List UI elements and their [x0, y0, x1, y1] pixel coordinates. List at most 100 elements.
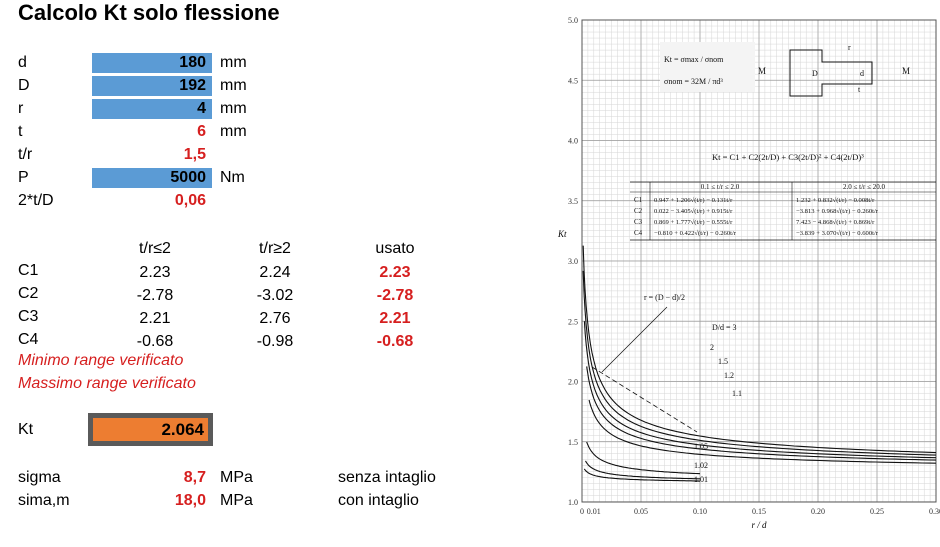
- sigma-note: senza intaglio: [338, 469, 436, 486]
- y-tick-label: 2.5: [568, 317, 578, 326]
- y-tick-label: 1.5: [568, 438, 578, 447]
- input-value: 6: [197, 123, 206, 140]
- moment-left-label: M: [758, 66, 766, 76]
- coef-used: 2.21: [379, 310, 411, 327]
- coef-low: -0.68: [136, 333, 174, 350]
- kt-chart-svg: 1.0 1.5 2.0 2.5 3.0 3.5 4.0 4.5 5.0 0 0.01 0.05 0.10…: [557, 16, 940, 530]
- sigma-m-unit: MPa: [220, 492, 253, 509]
- stress-curve: [583, 468, 701, 482]
- x-tick-label: 0.15: [752, 507, 766, 516]
- input-label: P: [18, 169, 29, 186]
- coef-high: 2.76: [259, 310, 291, 327]
- coef-name: C2: [18, 285, 39, 302]
- input-unit: mm: [220, 77, 247, 94]
- curve-label: 1.02: [694, 461, 708, 470]
- x-axis-label: r / d: [751, 520, 767, 530]
- y-tick-label: 5.0: [568, 16, 578, 25]
- kt-value: 2.064: [161, 420, 204, 439]
- curve-label: 2: [710, 343, 714, 352]
- coef-high: -0.98: [256, 333, 294, 350]
- moment-right-label: M: [902, 66, 910, 76]
- sigma-m-label: sima,m: [18, 492, 70, 509]
- y-tick-label: 3.5: [568, 197, 578, 206]
- input-value[interactable]: 192: [179, 77, 206, 94]
- coef-low: 2.21: [139, 310, 171, 327]
- r-formula-label: r = (D − d)/2: [644, 293, 685, 302]
- fig-table-header-high: 2.0 ≤ t/r ≤ 20.0: [843, 183, 885, 191]
- fig-table-coef: C1: [634, 196, 643, 204]
- input-value[interactable]: 4: [197, 100, 206, 117]
- x-tick-label: 0.25: [870, 507, 884, 516]
- input-cell-1[interactable]: [92, 76, 212, 96]
- fig-table-high: −3.839 + 3.070√(t/r) − 0.600t/r: [796, 229, 879, 237]
- input-cell-0[interactable]: [92, 53, 212, 73]
- dim-D-label: D: [812, 69, 818, 78]
- plot-frame: [581, 19, 937, 503]
- stress-curve: [582, 245, 937, 454]
- input-cell-5[interactable]: [92, 168, 212, 188]
- kt-label: Kt: [18, 421, 34, 438]
- input-value: 0,06: [174, 192, 206, 209]
- sigma-nom-definition: σnom = 32M / πd³: [664, 77, 723, 86]
- min-range-check: Minimo range verificato: [18, 352, 184, 369]
- sigma-value: 8,7: [183, 469, 206, 486]
- curve-label: D/d = 3: [712, 323, 737, 332]
- coef-used: -2.78: [376, 287, 414, 304]
- coef-header: t/r≤2: [139, 240, 171, 257]
- y-tick-label: 3.0: [568, 257, 578, 266]
- stress-curve: [583, 321, 937, 459]
- kt-chart-figure: 1.0 1.5 2.0 2.5 3.0 3.5 4.0 4.5 5.0 0 0.01 0.05 0.10…: [552, 12, 940, 542]
- dim-t-label: t: [858, 85, 861, 94]
- y-tick-label: 4.5: [568, 76, 578, 85]
- input-value[interactable]: 180: [179, 54, 206, 71]
- sigma-m-value: 18,0: [174, 492, 206, 509]
- stress-curve: [586, 366, 937, 461]
- dim-r-label: r: [848, 43, 851, 52]
- coef-high: -3.02: [256, 287, 294, 304]
- page-title: Calcolo Kt solo flessione: [18, 0, 280, 25]
- kt-definition: Kt = σmax / σnom: [664, 55, 724, 64]
- input-unit: mm: [220, 123, 247, 140]
- coef-header: usato: [375, 240, 415, 257]
- coef-low: -2.78: [136, 287, 174, 304]
- input-label: t/r: [18, 146, 33, 163]
- fig-table-low: 0.947 + 1.206√(t/r) − 0.131t/r: [654, 196, 733, 204]
- kt-main-formula: Kt = C1 + C2(2t/D) + C3(2t/D)² + C4(2t/D…: [712, 152, 864, 162]
- x-tick-label: 0.01: [587, 507, 601, 516]
- fig-table-low: 0.869 + 1.777√(t/r) − 0.555t/r: [654, 218, 733, 226]
- curve-label: 1.01: [694, 475, 708, 484]
- fig-table-coef: C3: [634, 218, 643, 226]
- curve-label: 1.5: [718, 357, 728, 366]
- input-unit: mm: [220, 54, 247, 71]
- curve-label: 1.1: [732, 389, 742, 398]
- specimen-sketch: [789, 49, 873, 97]
- fig-table-high: −3.813 + 0.968√(t/r) − 0.260t/r: [796, 207, 879, 215]
- input-label: t: [18, 123, 23, 140]
- x-tick-label: 0: [580, 507, 584, 516]
- input-unit: mm: [220, 100, 247, 117]
- coef-name: C1: [18, 262, 39, 279]
- stress-curve: [582, 270, 937, 456]
- sigma-label: sigma: [18, 469, 61, 486]
- y-tick-label: 4.0: [568, 137, 578, 146]
- coef-used: 2.23: [379, 264, 411, 281]
- max-range-check: Massimo range verificato: [18, 375, 196, 392]
- stress-curve: [588, 399, 937, 464]
- coef-name: C3: [18, 308, 39, 325]
- input-label: 2*t/D: [18, 192, 54, 209]
- coef-name: C4: [18, 331, 39, 348]
- curve-label: 1.2: [724, 371, 734, 380]
- coef-low: 2.23: [139, 264, 171, 281]
- input-value[interactable]: 5000: [170, 169, 206, 186]
- fig-table-high: 1.232 + 0.832√(t/r) − 0.008t/r: [796, 196, 875, 204]
- x-tick-label: 0.05: [634, 507, 648, 516]
- kt-result-box[interactable]: 2.064: [88, 413, 213, 446]
- y-tick-label: 1.0: [568, 498, 578, 507]
- input-label: r: [18, 100, 24, 117]
- input-cell-2[interactable]: [92, 99, 212, 119]
- input-unit: Nm: [220, 169, 245, 186]
- input-label: D: [18, 77, 30, 94]
- sigma-unit: MPa: [220, 469, 253, 486]
- coef-high: 2.24: [259, 264, 291, 281]
- fig-table-coef: C2: [634, 207, 643, 215]
